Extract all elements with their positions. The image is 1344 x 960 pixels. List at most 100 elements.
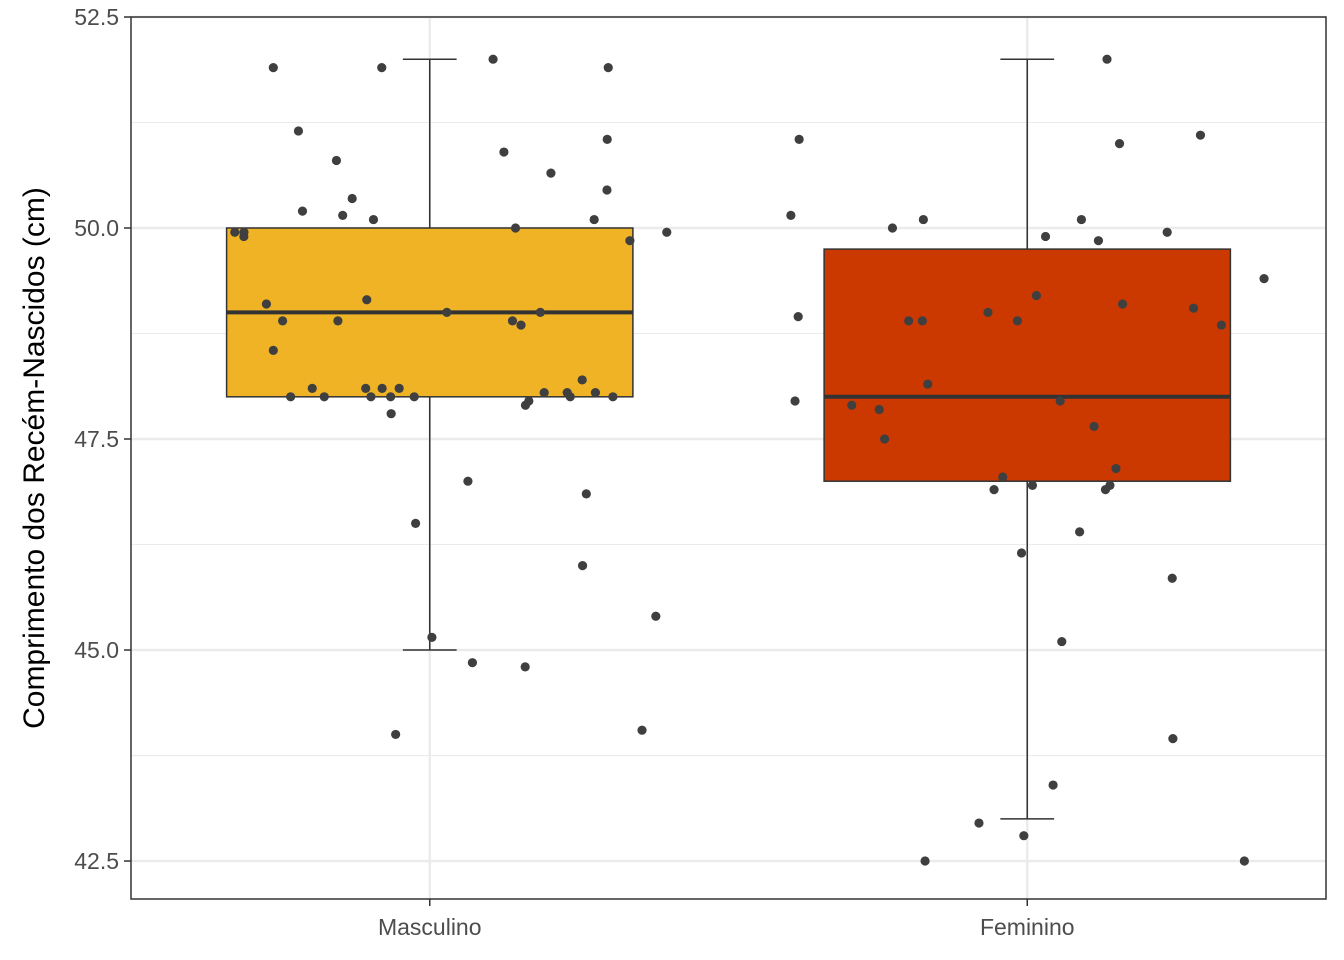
data-point [377, 63, 387, 73]
data-point [1019, 831, 1029, 841]
data-point [386, 392, 396, 402]
boxes-layer [225, 58, 1232, 820]
data-point [562, 387, 572, 398]
data-point [1040, 231, 1051, 242]
y-tick-label: 42.5 [74, 848, 119, 874]
data-point [261, 299, 272, 309]
data-point [230, 227, 240, 237]
data-point [516, 320, 526, 330]
data-point [520, 400, 531, 410]
data-point [917, 316, 927, 326]
data-point [847, 400, 857, 410]
data-point [333, 316, 343, 326]
data-point [1259, 274, 1269, 284]
data-point [546, 168, 556, 178]
data-point [268, 63, 278, 73]
data-point [409, 392, 419, 402]
data-point [794, 134, 804, 144]
data-point [347, 193, 357, 204]
data-point [488, 54, 498, 64]
data-point [918, 214, 928, 225]
data-point [297, 206, 308, 216]
data-point [366, 392, 376, 402]
box-iqr [823, 248, 1232, 482]
data-point [1216, 320, 1227, 330]
data-point [1027, 480, 1038, 491]
panel-border [130, 16, 1327, 900]
data-point [539, 387, 549, 398]
data-point [793, 312, 803, 322]
data-point [651, 611, 661, 621]
data-point [998, 472, 1008, 482]
data-point [499, 147, 509, 157]
data-point [520, 662, 530, 672]
data-point [920, 856, 930, 866]
data-point [1117, 299, 1128, 309]
data-point [1057, 636, 1067, 647]
data-point [790, 396, 800, 406]
jitter-points-layer [230, 54, 1269, 866]
data-point [1093, 236, 1104, 246]
data-point [427, 632, 437, 642]
data-point [786, 210, 796, 220]
data-point [1168, 734, 1178, 744]
data-point [361, 383, 371, 393]
y-tick-label: 47.5 [74, 426, 119, 452]
data-point [577, 375, 587, 385]
data-point [278, 316, 288, 326]
data-point [602, 134, 612, 144]
data-point [377, 383, 387, 393]
box-masculino [225, 58, 634, 651]
data-point [1239, 856, 1249, 866]
data-point [239, 231, 249, 242]
data-point [293, 126, 304, 136]
data-point [1048, 780, 1058, 790]
data-point [608, 392, 618, 402]
data-point [368, 214, 379, 225]
data-point [535, 307, 545, 318]
data-point [1012, 316, 1022, 326]
data-point [319, 392, 329, 402]
x-tick-label: Feminino [980, 914, 1075, 940]
y-tick-label: 45.0 [74, 637, 119, 663]
data-point [581, 489, 591, 499]
data-point [1167, 573, 1177, 583]
y-tick-label: 52.5 [74, 4, 119, 30]
data-point [1031, 290, 1042, 301]
data-point [510, 223, 521, 233]
data-point [331, 155, 342, 166]
data-point [1162, 227, 1172, 237]
data-point [1114, 139, 1125, 149]
data-point [1089, 421, 1099, 431]
data-point [268, 345, 278, 355]
data-point [625, 236, 635, 246]
data-point [989, 485, 999, 495]
data-point [463, 476, 473, 486]
data-point [590, 387, 601, 398]
data-point [923, 379, 933, 389]
data-point [394, 383, 404, 393]
data-point [1195, 130, 1206, 140]
data-point [1055, 396, 1065, 406]
data-point [974, 818, 984, 828]
data-point [338, 210, 348, 220]
data-point [307, 383, 317, 393]
data-point [637, 725, 647, 735]
x-tick-label: Masculino [378, 914, 482, 940]
data-point [603, 63, 613, 73]
data-point [887, 223, 898, 233]
y-axis-title: Comprimento dos Recém-Nascidos (cm) [18, 187, 51, 729]
data-point [602, 185, 612, 195]
y-tick-label: 50.0 [74, 215, 119, 241]
data-point [467, 658, 478, 668]
data-point [442, 307, 452, 318]
data-point [577, 561, 588, 571]
data-point [386, 409, 396, 419]
data-point [507, 316, 518, 326]
data-point [904, 316, 914, 326]
data-point [286, 392, 296, 402]
data-point [1016, 548, 1027, 558]
data-point [983, 307, 993, 318]
data-point [1075, 527, 1085, 537]
